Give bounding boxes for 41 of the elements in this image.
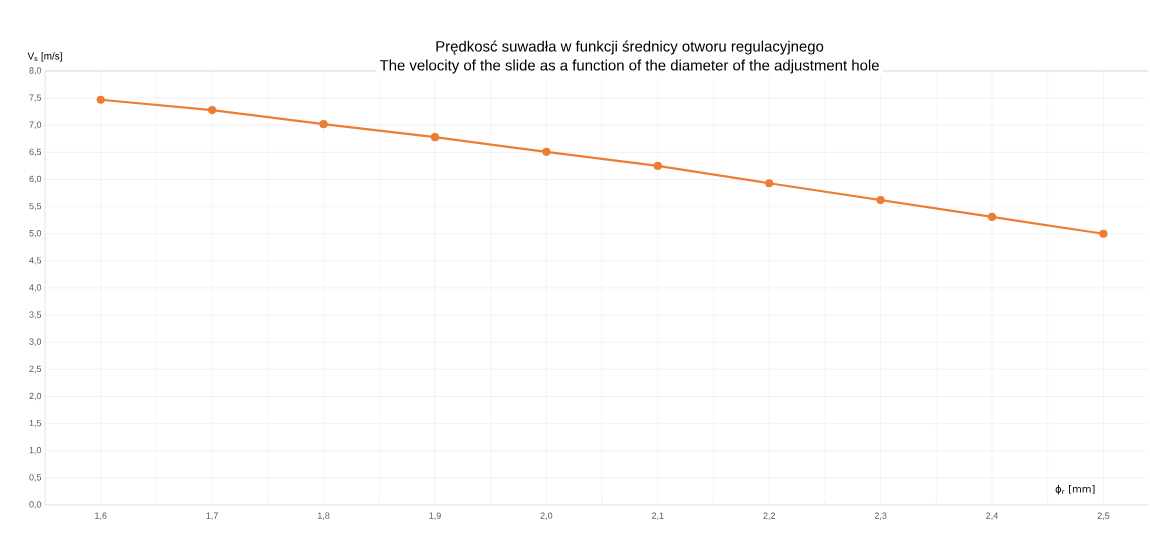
point	[1099, 229, 1108, 238]
chart-subtitle: The velocity of the slide as a function of the diameter of the adjustment hole	[379, 59, 879, 74]
y-tick-label: 6,0	[29, 175, 42, 184]
x-tick-label: 2,2	[763, 512, 775, 520]
y-tick-label: 4,0	[29, 284, 42, 292]
point	[208, 105, 217, 115]
x-tick-label: 2,5	[1097, 512, 1110, 520]
y-tick-label: 2,5	[29, 365, 42, 374]
y-tick-label: 7,5	[29, 94, 42, 102]
y-tick-label: 4,5	[29, 257, 42, 265]
y-tick-label: 2,0	[29, 392, 42, 401]
x-tick-label: 2,3	[874, 512, 887, 520]
point	[653, 161, 662, 171]
y-tick-label: 5,5	[29, 202, 42, 211]
y-tick-label: 5,0	[29, 230, 42, 238]
point	[876, 196, 885, 205]
x-axis-title: ϕ$_{r}$ [mm]	[1055, 484, 1095, 495]
y-tick-label: 7,0	[29, 121, 42, 129]
y-tick-label: 3,5	[29, 311, 42, 319]
y-tick-label: 8,0	[29, 67, 42, 75]
x-tick-label: 1,9	[429, 512, 441, 520]
point	[987, 212, 997, 222]
point	[542, 147, 551, 156]
x-tick-label: 2,1	[652, 512, 664, 520]
y-tick-label: 0,0	[29, 501, 42, 509]
y-tick-label: 6,5	[29, 148, 42, 157]
point	[319, 120, 328, 129]
x-tick-label: 1,6	[95, 512, 107, 520]
x-tick-label: 1,8	[318, 512, 330, 520]
x-tick-label: 2,0	[540, 512, 553, 520]
y-tick-label: 0,5	[29, 474, 42, 482]
point	[430, 133, 440, 142]
point	[96, 95, 105, 104]
x-tick-label: 1,7	[206, 512, 218, 520]
y-tick-label: 3,0	[29, 338, 42, 346]
chart-title: Prędkosć suwadła w funkcji średnicy otworu regulacyjnego	[436, 40, 824, 55]
x-tick-label: 2,4	[986, 512, 998, 520]
y-axis-title: V$_{s}$ [m/s]	[27, 52, 62, 62]
point	[765, 179, 774, 188]
y-tick-label: 1,5	[29, 419, 42, 428]
y-tick-label: 1,0	[29, 447, 42, 455]
